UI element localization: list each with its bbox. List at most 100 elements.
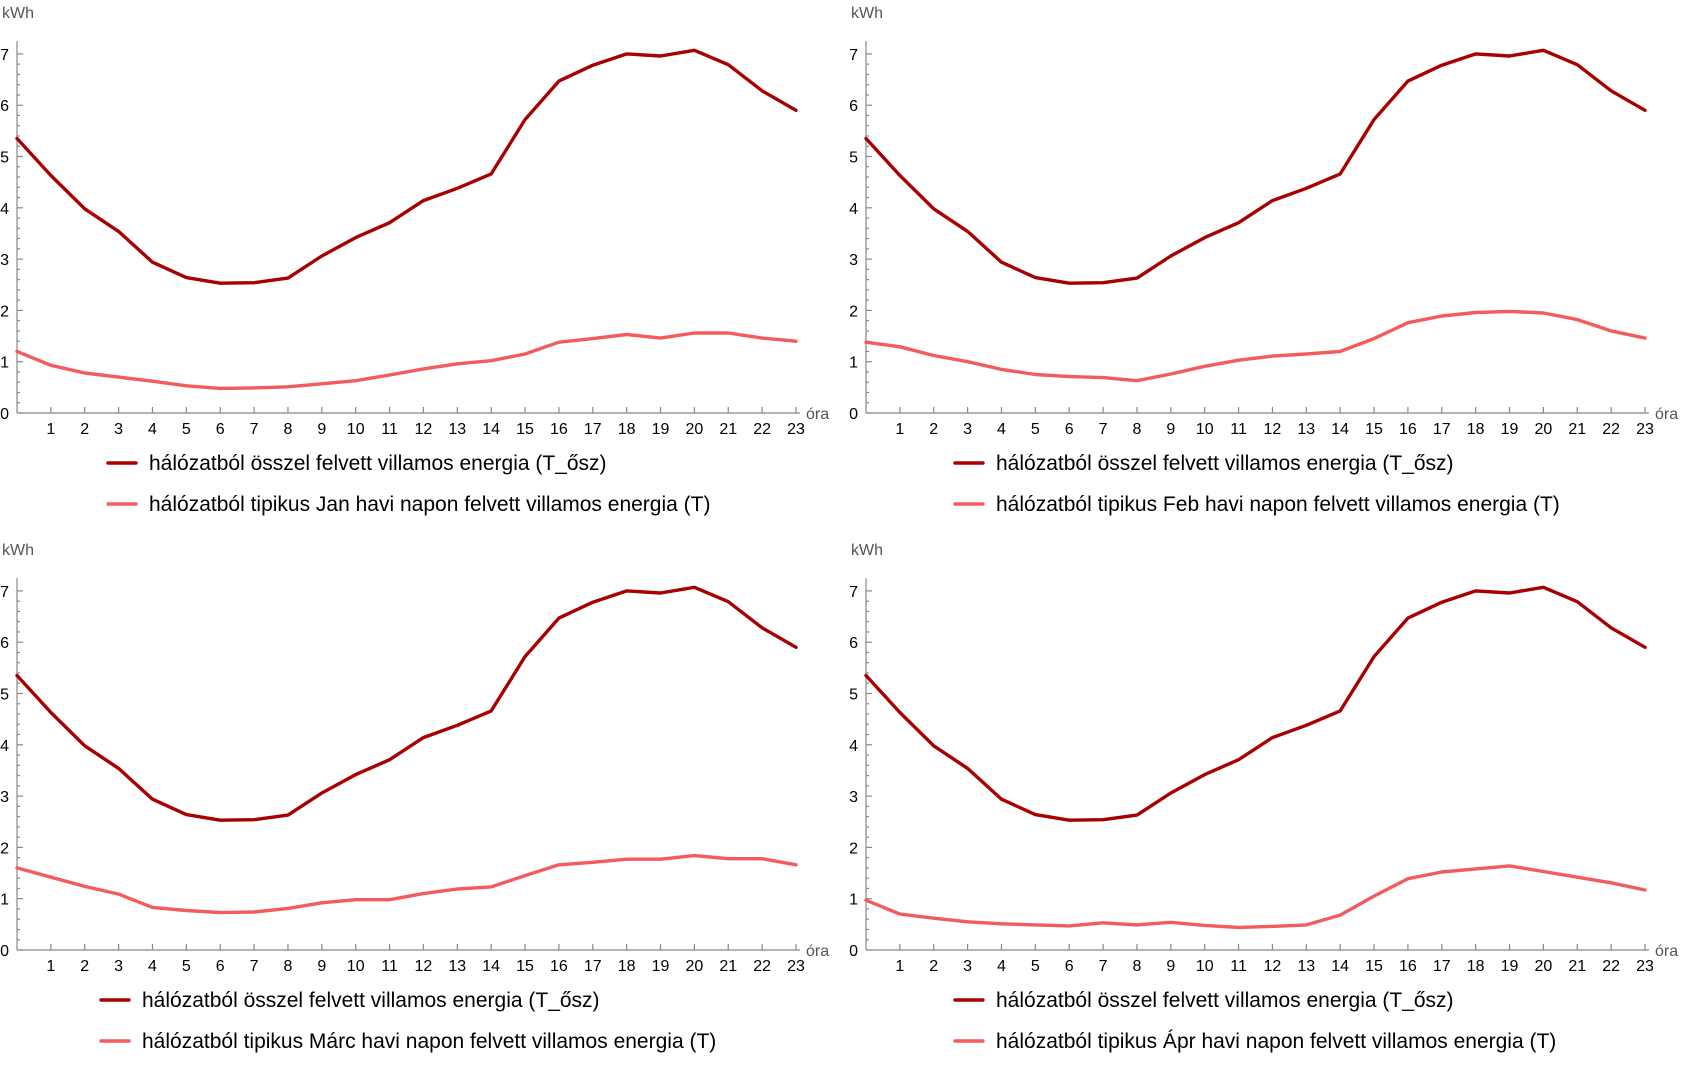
x-tick-label: 5 xyxy=(1031,958,1040,975)
x-tick-label: 23 xyxy=(1636,421,1654,438)
x-tick-label: 23 xyxy=(787,958,805,975)
x-tick-label: 23 xyxy=(787,421,805,438)
y-tick-label: 2 xyxy=(849,303,858,320)
x-tick-label: 5 xyxy=(1031,421,1040,438)
x-tick-label: 19 xyxy=(652,958,670,975)
x-tick-label: 17 xyxy=(584,958,602,975)
x-tick-label: 16 xyxy=(1399,421,1417,438)
x-tick-label: 6 xyxy=(216,421,225,438)
y-tick-label: 7 xyxy=(0,584,9,601)
x-tick-label: 3 xyxy=(963,421,972,438)
y-tick-label: 6 xyxy=(0,635,9,652)
x-tick-label: 18 xyxy=(1467,421,1485,438)
x-tick-label: 20 xyxy=(685,421,703,438)
x-tick-label: 22 xyxy=(753,958,771,975)
x-tick-label: 23 xyxy=(1636,958,1654,975)
x-tick-label: 18 xyxy=(618,421,636,438)
x-tick-label: 19 xyxy=(1501,958,1519,975)
y-tick-label: 0 xyxy=(849,943,858,960)
x-tick-label: 19 xyxy=(1501,421,1519,438)
x-tick-label: 16 xyxy=(550,958,568,975)
x-tick-label: 8 xyxy=(1133,421,1142,438)
x-tick-label: 9 xyxy=(317,421,326,438)
x-tick-label: 1 xyxy=(46,421,55,438)
x-tick-label: 9 xyxy=(1166,421,1175,438)
x-tick-label: 10 xyxy=(1196,958,1214,975)
x-tick-label: 3 xyxy=(114,958,123,975)
x-tick-label: 17 xyxy=(1433,421,1451,438)
x-tick-label: 21 xyxy=(1568,958,1586,975)
x-tick-label: 8 xyxy=(284,958,293,975)
legend-label: hálózatból összel felvett villamos energ… xyxy=(996,989,1454,1012)
legend-entry-1: hálózatból összel felvett villamos energ… xyxy=(953,452,1454,475)
x-tick-label: 5 xyxy=(182,421,191,438)
legend-label: hálózatból tipikus Feb havi napon felvet… xyxy=(996,493,1560,516)
x-tick-label: 18 xyxy=(1467,958,1485,975)
legend-entry-2: hálózatból tipikus Jan havi napon felvet… xyxy=(106,493,710,516)
x-tick-label: 13 xyxy=(1297,421,1315,438)
y-tick-label: 5 xyxy=(0,150,9,167)
x-axis-unit-label: óra xyxy=(1655,943,1678,960)
x-tick-label: 4 xyxy=(148,421,157,438)
x-tick-label: 18 xyxy=(618,958,636,975)
x-tick-label: 14 xyxy=(482,421,500,438)
x-tick-label: 2 xyxy=(929,421,938,438)
y-tick-label: 0 xyxy=(0,406,9,423)
x-tick-label: 21 xyxy=(719,421,737,438)
y-axis-unit-label: kWh xyxy=(2,542,34,559)
y-tick-label: 3 xyxy=(0,789,9,806)
x-tick-label: 4 xyxy=(997,421,1006,438)
series-line-monthly-typical xyxy=(864,309,1647,383)
x-tick-label: 1 xyxy=(895,958,904,975)
y-axis-unit-label: kWh xyxy=(851,542,883,559)
y-tick-label: 4 xyxy=(0,201,9,218)
y-tick-label: 6 xyxy=(0,98,9,115)
x-tick-label: 12 xyxy=(1264,421,1282,438)
x-tick-label: 22 xyxy=(1602,421,1620,438)
x-tick-label: 12 xyxy=(415,958,433,975)
y-tick-label: 4 xyxy=(849,201,858,218)
x-tick-label: 21 xyxy=(1568,421,1586,438)
legend-label: hálózatból tipikus Jan havi napon felvet… xyxy=(149,493,710,516)
x-tick-label: 2 xyxy=(929,958,938,975)
y-tick-label: 0 xyxy=(0,943,9,960)
legend-entry-1: hálózatból összel felvett villamos energ… xyxy=(106,452,607,475)
y-tick-label: 6 xyxy=(849,98,858,115)
y-tick-label: 1 xyxy=(849,355,858,372)
x-tick-label: 11 xyxy=(381,421,398,438)
y-tick-label: 4 xyxy=(0,738,9,755)
x-tick-label: 17 xyxy=(584,421,602,438)
y-tick-label: 6 xyxy=(849,635,858,652)
x-tick-label: 17 xyxy=(1433,958,1451,975)
x-tick-label: 11 xyxy=(1230,421,1247,438)
y-tick-label: 2 xyxy=(849,840,858,857)
y-tick-label: 0 xyxy=(849,406,858,423)
series-line-monthly-typical xyxy=(864,864,1647,930)
y-tick-label: 7 xyxy=(0,47,9,64)
y-tick-label: 3 xyxy=(849,252,858,269)
legend-entry-2: hálózatból tipikus Feb havi napon felvet… xyxy=(953,493,1560,516)
x-tick-label: 6 xyxy=(216,958,225,975)
x-axis-unit-label: óra xyxy=(806,943,829,960)
x-tick-label: 10 xyxy=(1196,421,1214,438)
series-line-autumn-total xyxy=(15,585,798,822)
y-tick-label: 1 xyxy=(0,355,9,372)
y-tick-label: 2 xyxy=(0,840,9,857)
x-tick-label: 7 xyxy=(250,958,259,975)
series-line-autumn-total xyxy=(864,48,1647,285)
x-tick-label: 7 xyxy=(1099,958,1108,975)
x-tick-label: 14 xyxy=(1331,421,1349,438)
x-tick-label: 3 xyxy=(963,958,972,975)
x-tick-label: 16 xyxy=(550,421,568,438)
x-tick-label: 20 xyxy=(1534,421,1552,438)
legend-label: hálózatból tipikus Ápr havi napon felvet… xyxy=(996,1030,1556,1053)
legend-label: hálózatból összel felvett villamos energ… xyxy=(149,452,607,475)
series-line-monthly-typical xyxy=(15,853,798,915)
legend-entry-2: hálózatból tipikus Ápr havi napon felvet… xyxy=(953,1030,1556,1053)
x-tick-label: 10 xyxy=(347,958,365,975)
y-axis-unit-label: kWh xyxy=(851,5,883,22)
